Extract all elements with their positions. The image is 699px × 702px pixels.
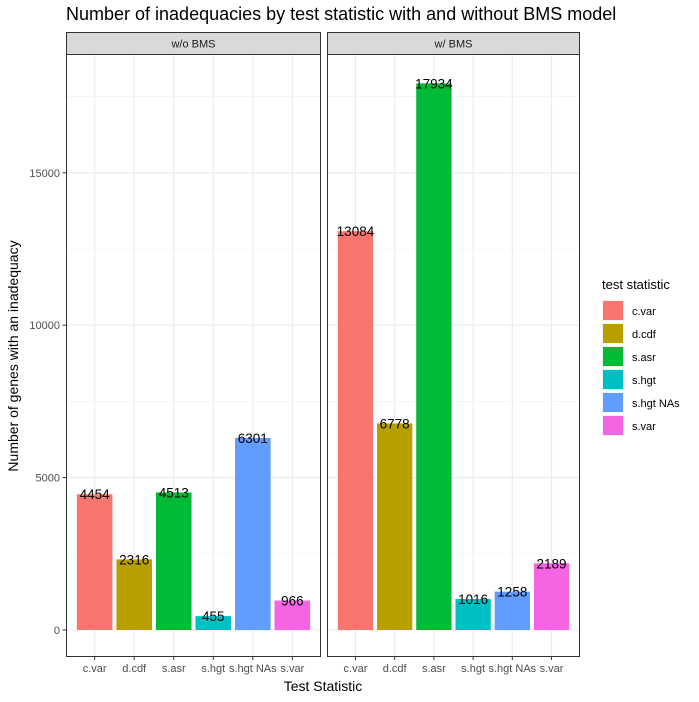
bar-svar — [533, 563, 570, 630]
data-label: 2316 — [119, 552, 149, 567]
data-label: 17934 — [415, 76, 453, 91]
legend-title: test statistic — [602, 277, 670, 292]
x-tick-label: s.asr — [422, 663, 446, 675]
x-axis-title: Test Statistic — [284, 678, 363, 694]
bar-svar — [274, 600, 311, 630]
x-tick-label: d.cdf — [122, 663, 147, 675]
y-tick-label: 15000 — [29, 168, 60, 180]
bar-cvar — [337, 231, 374, 630]
x-tick-label: s.hgt — [461, 663, 485, 675]
legend-item: s.hgt — [602, 369, 656, 390]
x-tick-label: s.asr — [162, 663, 186, 675]
x-tick-label: d.cdf — [383, 663, 408, 675]
panel-border — [66, 54, 321, 657]
facet-panel: w/ BMS 13084 6778 17934 1016 1258 2189 c.var d.c… — [327, 32, 580, 675]
data-label: 1016 — [458, 592, 488, 607]
chart-title: Number of inadequacies by test statistic… — [66, 4, 616, 24]
x-tick-label: c.var — [83, 663, 107, 675]
bar-shgt — [455, 599, 491, 630]
legend-key-swatch — [603, 393, 623, 412]
data-label: 966 — [281, 594, 304, 609]
legend-item: s.var — [602, 415, 656, 436]
legend-key-swatch — [603, 370, 623, 389]
legend-key-swatch — [603, 416, 623, 435]
y-tick-label: 0 — [54, 625, 60, 637]
bar-shgt-NAs — [235, 437, 271, 630]
legend-key-swatch — [603, 347, 623, 366]
x-tick-label: s.var — [540, 663, 564, 675]
data-label: 13084 — [337, 224, 375, 239]
bar-cvar — [76, 494, 113, 630]
y-axis-title: Number of genes with an inadequacy — [5, 240, 21, 471]
legend-label: s.hgt NAs — [632, 398, 680, 410]
data-label: 6301 — [238, 431, 268, 446]
bar-dcdf — [377, 423, 413, 630]
data-label: 6778 — [380, 416, 410, 431]
data-label: 2189 — [537, 556, 567, 571]
y-tick-label: 5000 — [36, 473, 60, 485]
x-tick-label: s.var — [280, 663, 304, 675]
y-axis: 0 5000 10000 15000 — [29, 168, 67, 637]
legend-item: s.hgt NAs — [602, 392, 680, 413]
x-tick-label: c.var — [344, 663, 368, 675]
bar-dcdf — [116, 559, 152, 630]
legend-key-swatch — [603, 324, 623, 343]
facet-strip-label: w/o BMS — [170, 39, 215, 51]
y-tick-label: 10000 — [29, 320, 60, 332]
x-tick-label: s.hgt — [201, 663, 225, 675]
x-tick-label: s.hgt NAs — [229, 663, 277, 675]
legend-label: s.asr — [632, 352, 656, 364]
data-label: 455 — [202, 609, 225, 624]
legend-label: c.var — [632, 306, 656, 318]
panel-border — [327, 54, 580, 657]
bar-sasr — [416, 83, 452, 630]
bar-sasr — [155, 492, 192, 630]
data-label: 4454 — [80, 487, 111, 502]
legend-label: s.hgt — [632, 375, 656, 387]
data-label: 1258 — [497, 585, 527, 600]
bar-shgt — [195, 616, 232, 630]
data-label: 4513 — [159, 485, 189, 500]
facet-strip-label: w/ BMS — [434, 39, 473, 51]
facet-panel: w/o BMS 4454 2316 4513 455 6301 966 c.var d.cdf s… — [66, 32, 321, 675]
legend-item: c.var — [602, 300, 656, 321]
legend-label: s.var — [632, 421, 656, 433]
bar-shgt-NAs — [494, 591, 530, 630]
legend: test statistic c.var d.cdf s.asr s.hgt s.hgt… — [602, 277, 680, 436]
legend-item: d.cdf — [602, 323, 657, 344]
x-tick-label: s.hgt NAs — [488, 663, 536, 675]
legend-key-swatch — [603, 301, 623, 320]
legend-label: d.cdf — [632, 329, 657, 341]
facet-panels: w/o BMS 4454 2316 4513 455 6301 966 c.var d.cdf s… — [29, 32, 580, 675]
legend-item: s.asr — [602, 346, 656, 367]
